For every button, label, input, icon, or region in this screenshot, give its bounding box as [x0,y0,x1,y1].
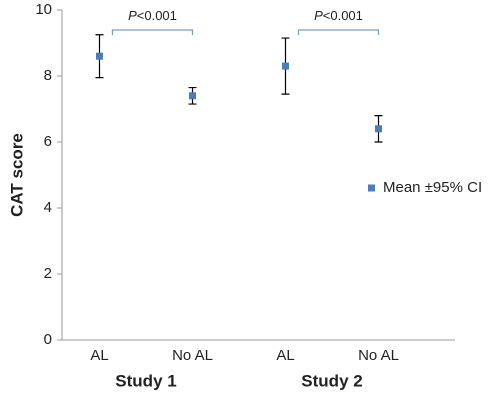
legend-label: Mean ±95% CI [383,179,482,196]
x-tick-label: AL [276,347,294,364]
significance-bracket [297,29,380,35]
y-tick-label: 6 [44,133,52,150]
annotation-italic: P [128,8,137,23]
x-tick-label: AL [90,347,108,364]
annotation: P<0.001 [314,8,363,23]
y-tick-label: 8 [44,67,52,84]
x-tick-label: No AL [172,347,213,364]
annotation-italic: P [314,8,323,23]
group-label: Study 2 [301,371,362,390]
y-tick-label: 2 [44,265,52,282]
y-tick-label: 4 [44,199,52,216]
y-tick-label: 0 [44,331,52,348]
legend-marker [368,184,375,192]
x-tick-label: No AL [358,347,399,364]
y-axis-label: CAT score [7,133,26,217]
significance-bracket [111,29,194,35]
annotation-text: <0.001 [323,8,363,23]
y-tick-label: 10 [35,1,52,18]
mean-marker [189,92,196,100]
annotation: P<0.001 [128,8,177,23]
mean-marker [96,52,103,60]
mean-marker [375,125,382,133]
annotation-text: <0.001 [137,8,177,23]
group-label: Study 1 [115,371,176,390]
mean-marker [282,62,289,70]
